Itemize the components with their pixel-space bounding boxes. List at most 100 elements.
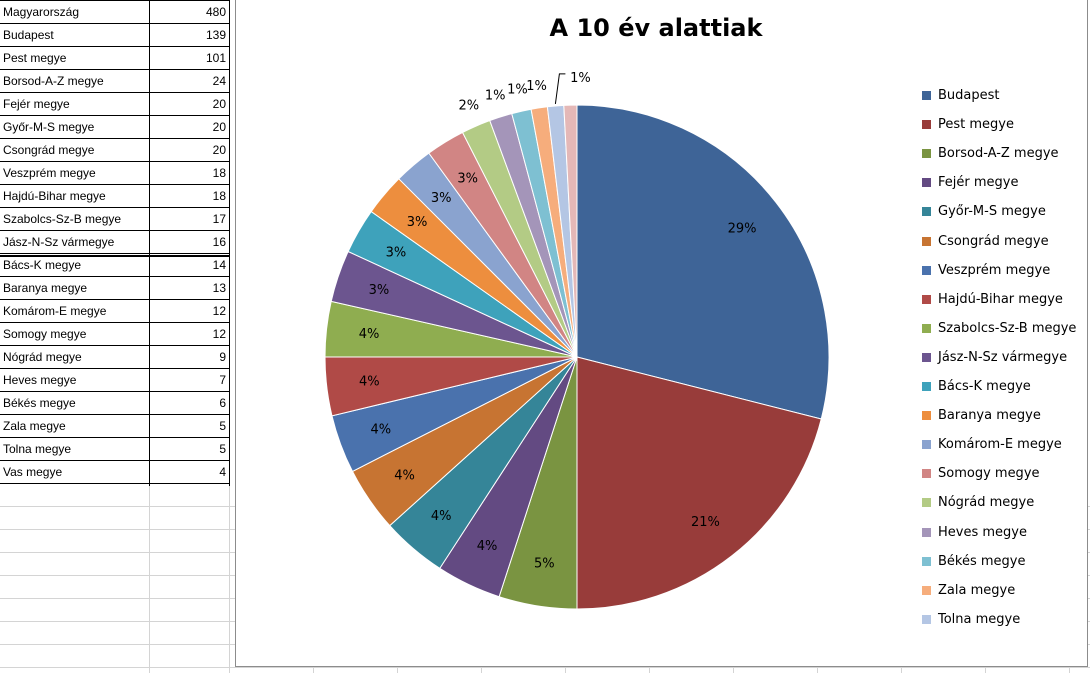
pie-slice[interactable]	[576, 356, 822, 610]
row-value-cell[interactable]: 4	[219, 465, 226, 479]
legend-swatch-icon	[922, 498, 931, 508]
data-label: 21%	[691, 515, 720, 530]
pie-slice[interactable]	[576, 104, 830, 420]
row-name-cell[interactable]: Tolna megye	[3, 442, 72, 456]
table-row[interactable]: Győr-M-S megye 20	[0, 115, 230, 138]
legend-label: Bács-K megye	[938, 379, 1031, 394]
table-row[interactable]: Nógrád megye 9	[0, 345, 230, 368]
row-value-cell[interactable]: 24	[212, 74, 226, 88]
table-row[interactable]: Hajdú-Bihar megye 18	[0, 184, 230, 207]
legend-swatch-icon	[922, 120, 931, 130]
legend-label: Csongrád megye	[938, 233, 1049, 249]
row-value-cell[interactable]: 9	[219, 350, 226, 364]
row-name-cell[interactable]: Heves megye	[3, 373, 77, 387]
row-value-cell[interactable]: 18	[212, 189, 226, 203]
row-name-cell[interactable]: Békés megye	[3, 396, 76, 410]
row-name-cell[interactable]: Borsod-A-Z megye	[3, 74, 104, 88]
row-value-cell[interactable]: 12	[212, 304, 226, 318]
row-name-cell[interactable]: Hajdú-Bihar megye	[3, 189, 106, 203]
row-name-cell[interactable]: Vas megye	[3, 465, 63, 479]
row-name-cell[interactable]: Jász-N-Sz vármegye	[3, 235, 115, 249]
table-row[interactable]: Baranya megye 13	[0, 276, 230, 299]
table-row[interactable]: Magyarország 480	[0, 0, 230, 23]
row-name-cell[interactable]: Magyarország	[3, 5, 80, 19]
table-row[interactable]: Komárom-E megye 12	[0, 299, 230, 322]
row-name-cell[interactable]: Baranya megye	[3, 281, 88, 295]
legend-label: Heves megye	[938, 524, 1027, 540]
legend-swatch-icon	[922, 149, 931, 159]
row-value-cell[interactable]: 16	[212, 235, 226, 249]
data-label: 3%	[407, 215, 428, 230]
data-label: 4%	[431, 509, 452, 524]
legend-label: Békés megye	[938, 553, 1026, 569]
row-name-cell[interactable]: Zala megye	[3, 419, 66, 433]
table-row[interactable]: Tolna megye 5	[0, 437, 230, 460]
row-value-cell[interactable]: 20	[212, 143, 226, 157]
table-row[interactable]: Veszprém megye 18	[0, 161, 230, 184]
row-value-cell[interactable]: 20	[212, 97, 226, 111]
legend-swatch-icon	[922, 382, 931, 391]
row-name-cell[interactable]: Győr-M-S megye	[3, 120, 95, 134]
legend-label: Budapest	[938, 88, 1000, 103]
row-value-cell[interactable]: 7	[219, 373, 226, 387]
row-value-cell[interactable]: 5	[219, 442, 226, 456]
row-name-cell[interactable]: Veszprém megye	[3, 166, 96, 180]
row-value-cell[interactable]: 139	[205, 28, 226, 42]
table-row[interactable]: Bács-K megye 14	[0, 253, 230, 276]
legend-swatch-icon	[922, 207, 931, 217]
row-value-cell[interactable]: 480	[205, 5, 226, 19]
table-row[interactable]: Szabolcs-Sz-B megye 17	[0, 207, 230, 230]
row-name-cell[interactable]: Pest megye	[3, 51, 67, 65]
legend-swatch-icon	[922, 440, 931, 450]
legend-swatch-icon	[922, 585, 931, 595]
table-row[interactable]: Fejér megye 20	[0, 92, 230, 115]
row-value-cell[interactable]: 14	[212, 258, 226, 272]
row-name-cell[interactable]: Budapest	[3, 28, 54, 42]
pie-chart[interactable]: A 10 év alattiak 29% 21% 5% 4% 4% 4% 4% 4% 4% 3% 3…	[235, 0, 1088, 667]
row-name-cell[interactable]: Fejér megye	[3, 97, 70, 111]
data-label: 3%	[431, 191, 452, 206]
row-value-cell[interactable]: 18	[212, 166, 226, 180]
table-row[interactable]: Zala megye 5	[0, 414, 230, 437]
legend-swatch-icon	[922, 352, 931, 362]
legend-label: Szabolcs-Sz-B megye	[938, 320, 1077, 336]
data-label: 4%	[370, 422, 391, 437]
table-row[interactable]: Borsod-A-Z megye 24	[0, 69, 230, 92]
legend-label: Tolna megye	[938, 611, 1021, 627]
row-value-cell[interactable]: 6	[219, 396, 226, 410]
row-value-cell[interactable]: 5	[219, 419, 226, 433]
legend-swatch-icon	[922, 294, 931, 304]
row-name-cell[interactable]: Szabolcs-Sz-B megye	[3, 212, 122, 226]
legend-swatch-icon	[922, 469, 931, 479]
legend-swatch-icon	[922, 236, 931, 246]
row-value-cell[interactable]: 12	[212, 327, 226, 341]
legend-label: Fejér megye	[938, 175, 1019, 191]
table-row[interactable]: Pest megye 101	[0, 46, 230, 69]
row-name-cell[interactable]: Somogy megye	[3, 327, 87, 341]
table-row[interactable]: Somogy megye 12	[0, 322, 230, 345]
data-label: 1%	[485, 89, 506, 104]
table-row[interactable]: Csongrád megye 20	[0, 138, 230, 161]
table-row[interactable]: Heves megye 7	[0, 368, 230, 391]
table-row[interactable]: Jász-N-Sz vármegye 16	[0, 230, 230, 253]
legend-swatch-icon	[922, 614, 931, 624]
row-name-cell[interactable]: Csongrád megye	[3, 143, 95, 157]
legend-swatch-icon	[922, 91, 931, 100]
table-row[interactable]: Vas megye 4	[0, 460, 230, 483]
table-row[interactable]: Békés megye 6	[0, 391, 230, 414]
legend-label: Jász-N-Sz vármegye	[938, 349, 1068, 365]
row-value-cell[interactable]: 101	[205, 51, 226, 65]
data-label: 5%	[534, 557, 555, 572]
row-name-cell[interactable]: Bács-K megye	[3, 258, 82, 272]
row-name-cell[interactable]: Nógrád megye	[3, 350, 82, 364]
data-label: 29%	[728, 222, 757, 237]
legend-label: Veszprém megye	[938, 262, 1051, 278]
row-value-cell[interactable]: 17	[212, 212, 226, 226]
data-label: 1%	[570, 71, 591, 86]
row-value-cell[interactable]: 13	[212, 281, 226, 295]
legend-swatch-icon	[922, 178, 931, 188]
table-row[interactable]: Budapest 139	[0, 23, 230, 46]
row-name-cell[interactable]: Komárom-E megye	[3, 304, 107, 318]
pie-slice[interactable]	[563, 104, 578, 358]
row-value-cell[interactable]: 20	[212, 120, 226, 134]
